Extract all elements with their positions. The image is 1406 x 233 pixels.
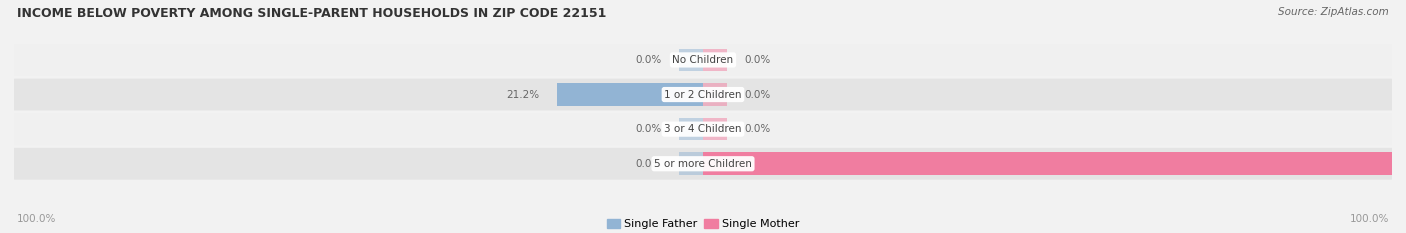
FancyBboxPatch shape — [14, 113, 1392, 145]
Text: 0.0%: 0.0% — [744, 124, 770, 134]
Text: 100.0%: 100.0% — [17, 214, 56, 224]
Bar — [679, 118, 703, 140]
Text: 0.0%: 0.0% — [636, 124, 662, 134]
FancyBboxPatch shape — [14, 44, 1392, 76]
Bar — [703, 118, 727, 140]
Legend: Single Father, Single Mother: Single Father, Single Mother — [606, 219, 800, 229]
Text: 0.0%: 0.0% — [744, 89, 770, 99]
Text: 0.0%: 0.0% — [636, 159, 662, 169]
Text: 0.0%: 0.0% — [636, 55, 662, 65]
Text: 5 or more Children: 5 or more Children — [654, 159, 752, 169]
Bar — [703, 153, 1392, 175]
Text: 100.0%: 100.0% — [1350, 214, 1389, 224]
Text: 0.0%: 0.0% — [744, 55, 770, 65]
Text: Source: ZipAtlas.com: Source: ZipAtlas.com — [1278, 7, 1389, 17]
Bar — [703, 83, 727, 106]
Bar — [703, 49, 727, 71]
Bar — [557, 83, 703, 106]
Bar — [679, 49, 703, 71]
Bar — [679, 153, 703, 175]
Text: 3 or 4 Children: 3 or 4 Children — [664, 124, 742, 134]
FancyBboxPatch shape — [14, 79, 1392, 110]
Text: INCOME BELOW POVERTY AMONG SINGLE-PARENT HOUSEHOLDS IN ZIP CODE 22151: INCOME BELOW POVERTY AMONG SINGLE-PARENT… — [17, 7, 606, 20]
FancyBboxPatch shape — [14, 148, 1392, 180]
Text: No Children: No Children — [672, 55, 734, 65]
Text: 1 or 2 Children: 1 or 2 Children — [664, 89, 742, 99]
Text: 21.2%: 21.2% — [506, 89, 540, 99]
